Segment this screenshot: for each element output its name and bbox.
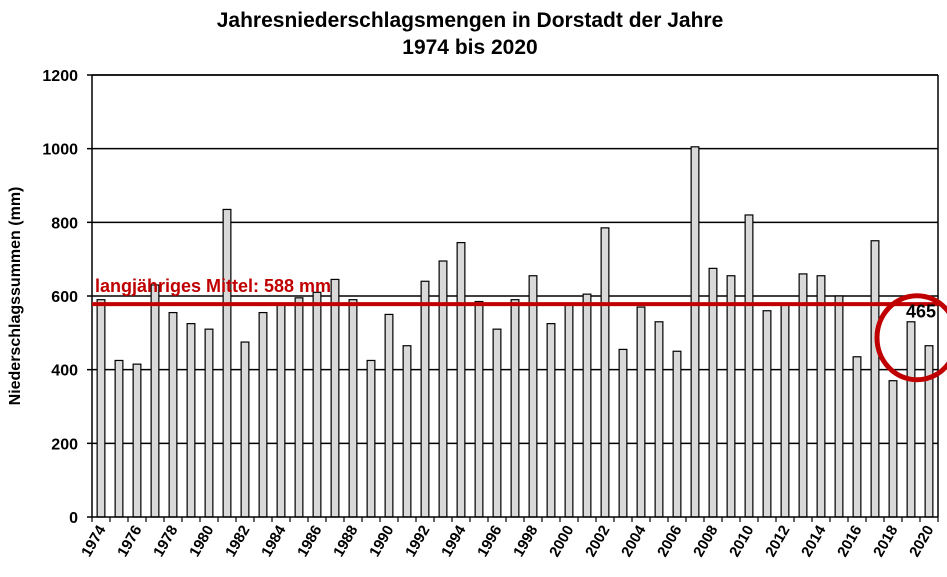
bar-2019 [906,321,916,518]
bar-1989 [366,359,376,518]
bar-2003 [618,348,628,518]
x-tick-label: 2006 [654,523,685,560]
overlay-layer: langjähriges Mittel: 588 mm 465 [92,276,947,383]
bar-2012 [780,302,790,518]
highlight-circle [874,293,947,383]
bar-1978 [168,311,178,518]
bar-1993 [438,260,448,518]
bar-2007 [690,146,700,518]
bar-2016 [852,356,862,518]
bar-1983 [258,311,268,518]
bar-1985 [294,297,304,518]
bar-1999 [546,323,556,518]
x-tick-label: 2000 [546,523,577,560]
y-tick-label: 600 [51,289,78,306]
bar-2015 [834,295,844,518]
bar-2001 [582,293,592,518]
bar-1976 [132,363,142,518]
x-tick-label: 2004 [618,522,650,560]
bar-1977 [150,284,160,518]
bar-2005 [654,321,664,518]
x-tick-label: 2002 [582,523,613,560]
bar-1987 [330,278,340,518]
bar-2006 [672,350,682,518]
bar-1995 [474,300,484,518]
bar-2014 [816,275,826,518]
bar-2018 [888,380,898,518]
bar-1981 [222,208,232,518]
bar-1991 [402,345,412,518]
bar-1998 [528,275,538,518]
bar-1974 [96,299,106,518]
x-tick-label: 1986 [294,523,325,560]
y-tick-label: 1200 [42,68,78,85]
chart-title-line1: Jahresniederschlagsmengen in Dorstadt de… [217,9,724,32]
x-tick-label: 2014 [798,522,830,560]
x-tick-label: 1980 [186,523,217,560]
bar-1975 [114,359,124,518]
highlight-value-label: 465 [906,302,936,322]
bar-1980 [204,328,214,518]
y-axis-label: Niederschlagssummen (mm) [7,187,24,406]
bar-2017 [870,240,880,518]
y-tick-label: 200 [51,436,78,453]
x-tick-label: 1974 [78,522,110,560]
bar-1982 [240,341,250,518]
bar-1990 [384,313,394,518]
x-tick-label: 2020 [906,523,937,560]
x-tick-label: 1982 [222,523,253,560]
x-tick-label: 1994 [438,522,470,560]
x-tick-label: 1978 [150,523,181,560]
bar-1979 [186,323,196,518]
bar-1997 [510,299,520,518]
x-tick-label: 2018 [870,523,901,560]
bar-2004 [636,306,646,518]
bar-1992 [420,280,430,518]
bar-1988 [348,299,358,518]
bar-2009 [726,275,736,518]
y-tick-labels: 0 200 400 600 800 1000 1200 [42,68,78,527]
bar-1994 [456,241,466,518]
x-tick-label: 1992 [402,523,433,560]
y-tick-label: 0 [69,510,78,527]
bar-2013 [798,273,808,518]
bar-2010 [744,214,754,518]
x-tick-label: 1990 [366,523,397,560]
x-tick-label: 1996 [474,523,505,560]
x-tick-label: 1984 [258,522,290,560]
bar-1996 [492,328,502,518]
y-tick-label: 1000 [42,142,78,159]
x-tick-label: 1998 [510,523,541,560]
x-tick-label: 2012 [762,523,793,560]
axes-layer [91,74,939,522]
bar-2000 [564,302,574,518]
bar-1986 [312,291,322,518]
bar-2011 [762,310,772,518]
bars-layer [96,146,934,518]
x-tick-label: 1988 [330,523,361,560]
bar-1984 [276,302,286,518]
x-tick-labels: 1974 1976 1978 1980 1982 1984 1986 1988 1990 1992… [78,522,937,560]
mean-line-label: langjähriges Mittel: 588 mm [95,276,331,296]
x-tick-label: 2010 [726,523,757,560]
x-tick-label: 2016 [834,523,865,560]
x-tick-label: 1976 [114,523,145,560]
bar-2002 [600,227,610,518]
bar-2020 [924,345,934,518]
x-tick-label: 2008 [690,523,721,560]
y-tick-label: 800 [51,215,78,232]
y-tick-label: 400 [51,363,78,380]
chart-title-line2: 1974 bis 2020 [402,36,537,59]
